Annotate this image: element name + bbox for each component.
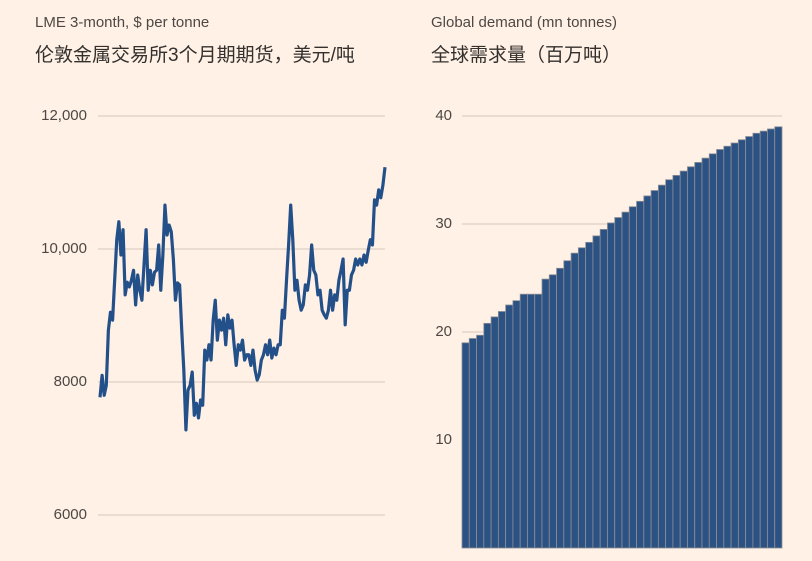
bar xyxy=(745,136,754,549)
bar xyxy=(461,342,470,549)
y-tick-label: 10,000 xyxy=(41,240,87,257)
bar xyxy=(672,174,681,549)
bar xyxy=(563,260,572,549)
bar xyxy=(556,267,565,549)
bar xyxy=(679,170,688,549)
bar xyxy=(737,139,747,549)
bar xyxy=(694,162,703,549)
bar xyxy=(548,274,557,549)
bar xyxy=(607,222,616,549)
bar xyxy=(599,228,608,549)
chart-title: 伦敦金属交易所3个月期期货，美元/吨 xyxy=(35,44,355,66)
bar xyxy=(752,132,761,549)
bar xyxy=(585,241,594,549)
bar xyxy=(730,142,739,549)
bar xyxy=(476,334,485,549)
bar xyxy=(541,278,550,549)
bar xyxy=(767,128,776,549)
bar xyxy=(716,149,725,549)
chart-subtitle: LME 3-month, $ per tonne xyxy=(35,14,209,31)
bar xyxy=(636,200,645,549)
bar xyxy=(512,300,521,549)
bar xyxy=(592,235,601,549)
bar xyxy=(621,211,630,549)
y-tick-label: 40 xyxy=(435,107,452,124)
y-tick-label: 20 xyxy=(435,323,452,340)
bar xyxy=(687,166,696,549)
bar xyxy=(657,184,667,549)
bar xyxy=(519,293,528,549)
bar xyxy=(577,247,587,549)
bar xyxy=(650,190,659,549)
bar xyxy=(483,322,492,549)
chart-subtitle: Global demand (mn tonnes) xyxy=(431,14,617,31)
chart-title: 全球需求量（百万吨） xyxy=(431,44,621,66)
bar xyxy=(614,217,623,549)
bar xyxy=(505,304,514,549)
y-tick-label: 12,000 xyxy=(41,107,87,124)
bar xyxy=(628,206,637,549)
y-tick-label: 30 xyxy=(435,215,452,232)
bar xyxy=(497,311,507,549)
bar xyxy=(759,130,768,549)
bar xyxy=(570,252,579,549)
bar xyxy=(527,293,536,549)
bar xyxy=(701,157,710,549)
bar xyxy=(708,153,717,549)
bar xyxy=(490,316,499,549)
y-tick-label: 8000 xyxy=(54,373,87,390)
bar xyxy=(723,145,732,549)
price-line xyxy=(98,167,387,432)
y-tick-label: 10 xyxy=(435,431,452,448)
bar xyxy=(774,126,783,549)
bar xyxy=(468,338,477,549)
bar xyxy=(534,293,543,549)
bar xyxy=(643,195,652,549)
y-tick-label: 6000 xyxy=(54,506,87,523)
bar xyxy=(665,179,674,549)
